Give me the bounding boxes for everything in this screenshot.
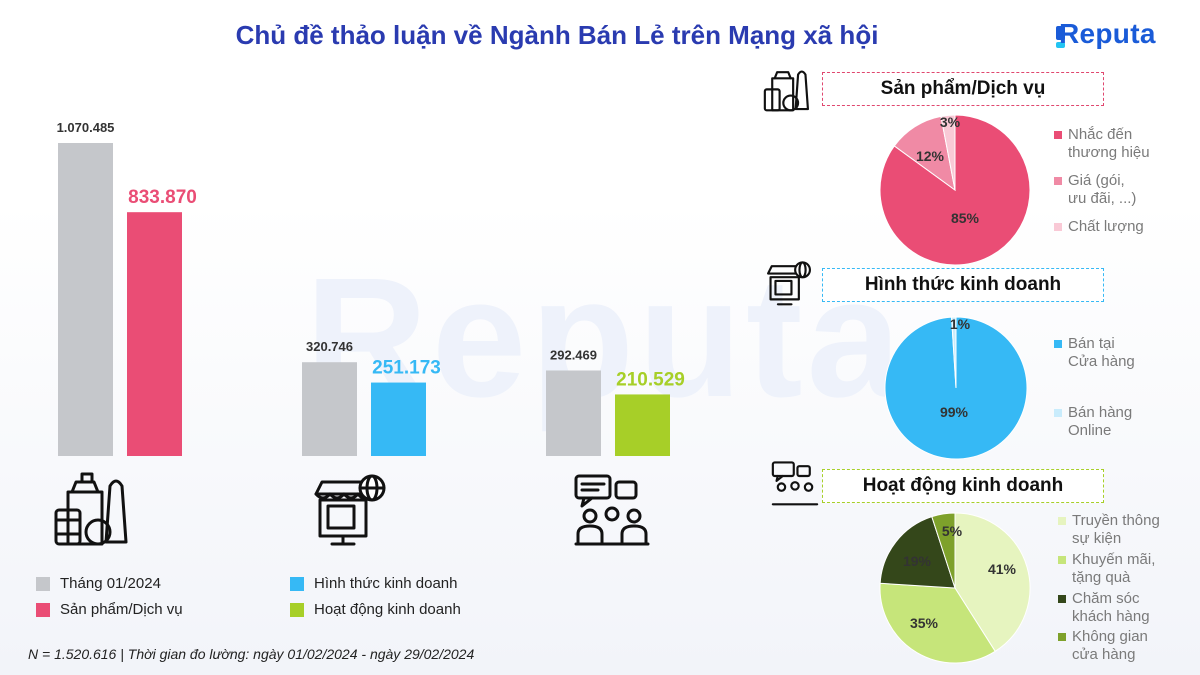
pie-chart-product-service: 85% 12% 3% (879, 114, 1031, 266)
pie-legend-item: Chất lượng (1054, 218, 1174, 236)
pie-slice (879, 582, 996, 664)
pie-legend-label: Không gian (1072, 628, 1148, 645)
pie-legend-label: Bán hàng (1068, 404, 1133, 421)
legend-label: Tháng 01/2024 (60, 575, 161, 592)
legend-swatch (290, 603, 304, 617)
bar-label-previous: 320.746 (306, 339, 353, 354)
pie-legend-swatch (1054, 131, 1062, 139)
pie-legend-label: ưu đãi, ...) (1068, 190, 1137, 207)
bar-current-month (615, 394, 670, 456)
logo-wordmark: Reputa (1059, 18, 1156, 49)
pie-legend-label: thương hiệu (1068, 144, 1150, 161)
pie-slice-label: 12% (916, 148, 945, 164)
pie-slice-label: 35% (910, 615, 939, 631)
section-title-business-form: Hình thức kinh doanh (822, 268, 1104, 302)
grocery-icon (54, 472, 128, 546)
pie-legend-swatch (1054, 177, 1062, 185)
legend-swatch (36, 577, 50, 591)
pie-legend-label: Chất lượng (1068, 218, 1144, 235)
online-shop-icon (314, 474, 386, 546)
pie-legend-label: cửa hàng (1072, 646, 1136, 663)
footer-note: N = 1.520.616 | Thời gian đo lường: ngày… (28, 646, 475, 662)
logo-mark-top (1056, 26, 1065, 40)
pie-slice (951, 316, 957, 389)
legend-business-activity: Hoạt động kinh doanh (290, 600, 461, 620)
pie-legend-swatch (1054, 409, 1062, 417)
page-title: Chủ đề thảo luận về Ngành Bán Lẻ trên Mạ… (235, 20, 879, 50)
legend-label: Sản phẩm/Dịch vụ (60, 601, 183, 618)
meeting-chat-icon (771, 461, 819, 506)
pie-chart-business-form: 99% 1% (884, 316, 1028, 460)
bar-label-current: 833.870 (128, 187, 197, 208)
bar-chart: 1.070.485 833.870 320.746 251.173 292.469 210… (57, 120, 685, 456)
pie-slice-label: 5% (942, 523, 963, 539)
pie-legend-item: Chăm sóc khách hàng (1058, 590, 1178, 626)
pie-slice (931, 512, 956, 589)
pie-legend-item: Bán tại Cửa hàng (1054, 335, 1174, 371)
bar-label-previous: 1.070.485 (57, 120, 115, 135)
grocery-icon (763, 70, 809, 112)
pie-legend-label: Cửa hàng (1068, 353, 1135, 370)
legend-label: Hoạt động kinh doanh (314, 601, 461, 618)
pie-legend-label: Online (1068, 422, 1112, 439)
bar-label-current: 251.173 (372, 358, 441, 379)
pie-legend-swatch (1054, 223, 1062, 231)
pie-slice-label: 3% (940, 114, 961, 130)
pie-slice-label: 19% (903, 553, 932, 569)
pie-legend-label: Khuyến mãi, (1072, 551, 1156, 568)
pie-legend-label: khách hàng (1072, 608, 1150, 625)
bar-current-month (127, 212, 182, 456)
pie-legend-swatch (1058, 595, 1066, 603)
pie-legend-label: Bán tại (1068, 335, 1115, 352)
legend-swatch (36, 603, 50, 617)
pie-legend-label: tặng quà (1072, 569, 1131, 586)
pie-legend-item: Bán hàng Online (1054, 404, 1174, 440)
pie-slice-label: 41% (988, 561, 1017, 577)
pie-legend-swatch (1054, 340, 1062, 348)
legend-label: Hình thức kinh doanh (314, 575, 458, 592)
logo-mark-bottom (1056, 42, 1065, 48)
brand-logo: Reputa (1056, 18, 1176, 52)
pie-legend-label: Giá (gói, (1068, 172, 1125, 189)
pie-slice-label: 99% (940, 404, 969, 420)
legend-swatch (290, 577, 304, 591)
bar-current-month (371, 382, 426, 456)
pie-legend-label: sự kiện (1072, 530, 1122, 547)
online-shop-icon (767, 261, 811, 306)
pie-legend-swatch (1058, 633, 1066, 641)
section-title-product-service: Sản phẩm/Dịch vụ (822, 72, 1104, 106)
legend-business-form: Hình thức kinh doanh (290, 574, 457, 594)
pie-legend-swatch (1058, 556, 1066, 564)
pie-chart-business-activity: 41% 35% 19% 5% (879, 512, 1031, 664)
legend-product-service: Sản phẩm/Dịch vụ (36, 600, 183, 620)
bar-previous-month (546, 370, 601, 456)
bar-label-previous: 292.469 (550, 347, 597, 362)
pie-legend-item: Giá (gói, ưu đãi, ...) (1054, 172, 1174, 208)
bar-label-current: 210.529 (616, 369, 685, 390)
pie-slice-label: 85% (951, 210, 980, 226)
pie-legend-label: Chăm sóc (1072, 590, 1140, 607)
pie-legend-item: Truyền thông sự kiện (1058, 512, 1178, 548)
bar-previous-month (58, 143, 113, 456)
pie-legend-label: Truyền thông (1072, 512, 1160, 529)
pie-legend-label: Nhắc đến (1068, 126, 1133, 143)
bar-previous-month (302, 362, 357, 456)
pie-slice (879, 516, 956, 589)
meeting-chat-icon (574, 474, 650, 546)
pie-legend-item: Không gian cửa hàng (1058, 628, 1178, 664)
pie-legend-item: Khuyến mãi, tặng quà (1058, 551, 1178, 587)
section-title-business-activity: Hoạt động kinh doanh (822, 469, 1104, 503)
pie-legend-item: Nhắc đến thương hiệu (1054, 126, 1174, 162)
pie-slice-label: 1% (950, 316, 971, 332)
legend-previous-month: Tháng 01/2024 (36, 574, 161, 594)
pie-legend-swatch (1058, 517, 1066, 525)
pie-slice (940, 114, 956, 191)
